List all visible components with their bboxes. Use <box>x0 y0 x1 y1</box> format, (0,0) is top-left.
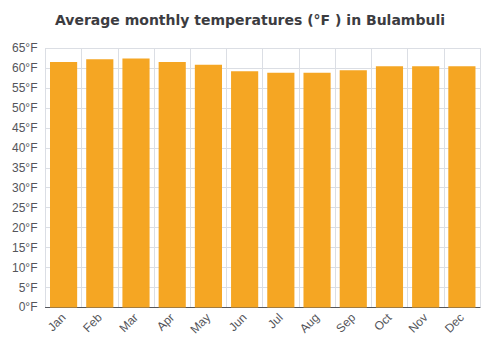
svg-text:0°F: 0°F <box>19 300 38 314</box>
svg-text:40°F: 40°F <box>12 141 37 155</box>
svg-text:Jan: Jan <box>45 311 69 335</box>
svg-text:Aug: Aug <box>297 311 322 336</box>
svg-text:10°F: 10°F <box>12 261 37 275</box>
svg-text:Nov: Nov <box>406 311 431 336</box>
svg-text:Average monthly temperatures (: Average monthly temperatures (°F ) in Bu… <box>55 12 445 28</box>
svg-text:May: May <box>187 311 213 337</box>
svg-text:Apr: Apr <box>154 311 177 334</box>
svg-text:35°F: 35°F <box>12 161 37 175</box>
svg-text:30°F: 30°F <box>12 181 37 195</box>
svg-text:45°F: 45°F <box>12 121 37 135</box>
svg-text:15°F: 15°F <box>12 241 37 255</box>
svg-text:Jul: Jul <box>265 311 286 332</box>
svg-text:Dec: Dec <box>442 311 467 336</box>
svg-text:60°F: 60°F <box>12 61 37 75</box>
svg-text:Feb: Feb <box>80 310 105 335</box>
svg-text:25°F: 25°F <box>12 201 37 215</box>
svg-text:Oct: Oct <box>371 310 395 334</box>
svg-text:50°F: 50°F <box>12 101 37 115</box>
svg-text:Sep: Sep <box>333 310 358 335</box>
svg-text:Mar: Mar <box>116 311 141 335</box>
svg-text:65°F: 65°F <box>12 41 37 55</box>
svg-text:Jun: Jun <box>226 311 250 335</box>
svg-text:55°F: 55°F <box>12 81 37 95</box>
svg-text:20°F: 20°F <box>12 221 37 235</box>
svg-text:5°F: 5°F <box>19 281 38 295</box>
